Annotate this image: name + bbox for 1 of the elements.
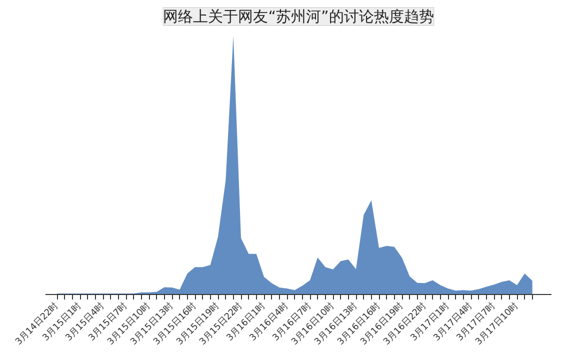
chart-title: 网络上关于网友“苏州河”的讨论热度趋势	[163, 8, 434, 26]
